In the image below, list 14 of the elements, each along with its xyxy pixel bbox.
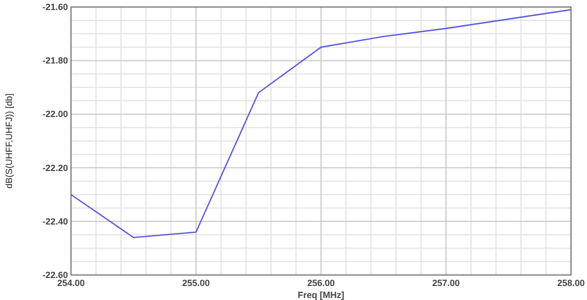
x-tick-label: 258.00 — [557, 278, 585, 288]
y-tick-label: -22.60 — [42, 270, 68, 280]
x-tick-label: 254.00 — [57, 278, 85, 288]
y-tick-label: -22.20 — [42, 162, 68, 173]
x-tick-label: 256.00 — [307, 278, 335, 288]
x-tick-label: 257.00 — [432, 278, 460, 288]
y-tick-label: -21.80 — [42, 56, 68, 66]
y-tick-label: -22.00 — [42, 109, 68, 120]
y-axis-title: dB(S(UHFF,UHFJ)) [db] — [4, 93, 14, 189]
x-tick-label: 255.00 — [182, 278, 210, 288]
line-series — [70, 9, 572, 238]
y-tick-label: -21.60 — [42, 2, 68, 12]
y-tick-label: -22.40 — [42, 216, 68, 226]
x-axis-title: Freq [MHz] — [298, 290, 344, 300]
